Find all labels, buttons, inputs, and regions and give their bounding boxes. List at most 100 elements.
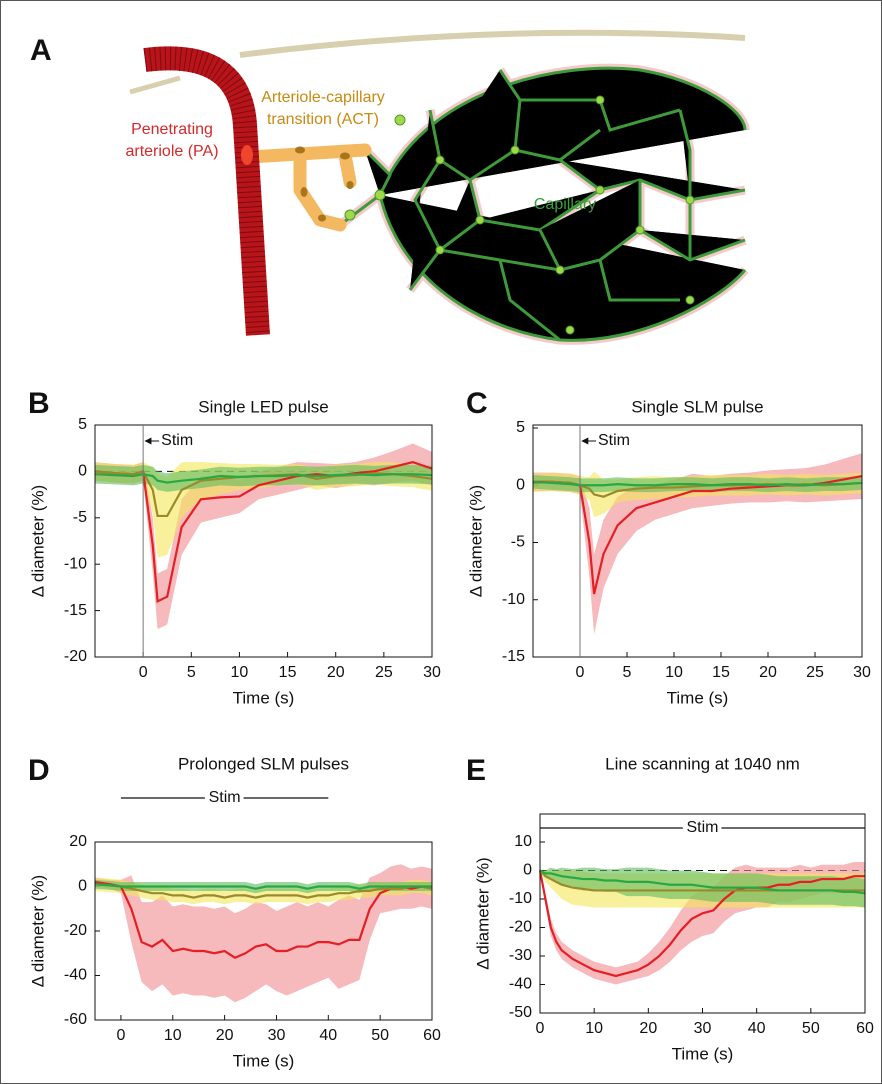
panel-letter: D <box>28 754 50 787</box>
x-tick-label: 30 <box>423 664 441 681</box>
error-band <box>540 867 865 908</box>
panel-letter: E <box>466 754 486 787</box>
mean-line <box>539 869 866 895</box>
x-tick-label: 10 <box>665 664 683 681</box>
y-tick-label: 0 <box>78 463 87 480</box>
y-tick-label: -40 <box>64 967 87 984</box>
mean-line <box>538 870 865 978</box>
y-tick-label: -20 <box>64 922 87 939</box>
x-tick-label: 5 <box>187 664 196 681</box>
panel-a-diagram: A Penetrating arteriole (PA) Arteriole-c… <box>30 29 746 341</box>
y-tick-label: 0 <box>78 878 87 895</box>
x-tick-label: 0 <box>576 664 585 681</box>
y-axis-label: Δ diameter (%) <box>28 485 47 597</box>
x-tick-label: 50 <box>802 1020 820 1037</box>
act-vessel <box>243 143 372 232</box>
pericyte-dots <box>344 95 695 335</box>
brain-surface <box>239 29 746 58</box>
y-axis-label: Δ diameter (%) <box>466 485 485 597</box>
y-tick-label: 5 <box>78 416 87 433</box>
y-axis-label: Δ diameter (%) <box>473 857 492 969</box>
y-tick-label: -20 <box>64 648 87 665</box>
y-tick-label: -10 <box>502 591 525 608</box>
x-tick-label: 0 <box>139 664 148 681</box>
stim-label: Stim <box>687 819 719 836</box>
y-tick-label: -20 <box>509 919 532 936</box>
pa-label: Penetrating <box>131 121 213 138</box>
pa-branch-point <box>241 145 253 165</box>
act-label: Arteriole-capillary <box>261 89 385 106</box>
stim-label: Stim <box>598 432 630 449</box>
x-axis-label: Time (s) <box>233 1051 295 1070</box>
mean-line <box>94 460 433 604</box>
x-tick-label: 20 <box>216 1027 234 1044</box>
mean-line <box>532 480 863 487</box>
panel-letter: B <box>28 387 50 420</box>
x-tick-label: 40 <box>319 1027 337 1044</box>
mean-line <box>94 473 433 484</box>
x-tick-label: 25 <box>806 664 824 681</box>
error-band <box>95 464 432 492</box>
y-tick-label: 0 <box>523 862 532 879</box>
brain-surface <box>129 75 181 95</box>
x-tick-label: 30 <box>853 664 871 681</box>
x-tick-label: 0 <box>536 1020 545 1037</box>
y-tick-label: 10 <box>514 833 532 850</box>
mean-line <box>94 883 433 899</box>
x-tick-label: 40 <box>748 1020 766 1037</box>
y-tick-label: 0 <box>516 476 525 493</box>
chart-title: Single SLM pulse <box>631 397 763 416</box>
x-tick-label: 60 <box>856 1020 874 1037</box>
y-tick-label: 20 <box>69 833 87 850</box>
x-tick-label: 15 <box>712 664 730 681</box>
chart-title: Line scanning at 1040 nm <box>605 754 800 773</box>
act-cells <box>295 146 354 222</box>
y-tick-label: -15 <box>64 602 87 619</box>
chart-title: Prolonged SLM pulses <box>178 754 349 773</box>
stim-label: Stim <box>161 432 193 449</box>
error-band <box>533 453 862 635</box>
plot-frame <box>94 424 433 658</box>
panel-letter: A <box>30 34 52 67</box>
y-tick-label: -10 <box>64 555 87 572</box>
y-tick-label: -60 <box>64 1011 87 1028</box>
pa-label: arteriole (PA) <box>125 143 218 160</box>
plot-frame <box>94 841 433 1021</box>
chart-title: Single LED pulse <box>198 397 328 416</box>
y-tick-label: -5 <box>73 509 87 526</box>
act-label: transition (ACT) <box>267 111 379 128</box>
x-tick-label: 5 <box>623 664 632 681</box>
mean-line <box>94 883 432 890</box>
x-tick-label: 50 <box>371 1027 389 1044</box>
y-tick-label: -30 <box>509 947 532 964</box>
penetrating-arteriole <box>143 46 270 336</box>
y-tick-label: -40 <box>509 976 532 993</box>
x-tick-label: 15 <box>279 664 297 681</box>
capillary-label: Capillary <box>534 196 596 213</box>
x-tick-label: 10 <box>164 1027 182 1044</box>
mean-line <box>94 880 433 959</box>
x-tick-label: 10 <box>585 1020 603 1037</box>
x-tick-label: 0 <box>116 1027 125 1044</box>
x-axis-label: Time (s) <box>667 688 729 707</box>
y-tick-label: -15 <box>502 648 525 665</box>
y-tick-label: -10 <box>509 890 532 907</box>
arteriole-rings <box>143 46 270 336</box>
x-tick-label: 20 <box>639 1020 657 1037</box>
x-tick-label: 20 <box>327 664 345 681</box>
x-axis-label: Time (s) <box>233 688 295 707</box>
x-tick-label: 10 <box>231 664 249 681</box>
plot-frame <box>539 813 866 1014</box>
x-tick-label: 30 <box>694 1020 712 1037</box>
stim-label: Stim <box>209 789 241 806</box>
y-tick-label: 5 <box>516 419 525 436</box>
y-tick-label: -5 <box>511 534 525 551</box>
x-tick-label: 60 <box>423 1027 441 1044</box>
y-axis-label: Δ diameter (%) <box>28 875 47 987</box>
x-tick-label: 20 <box>759 664 777 681</box>
plot-frame <box>532 424 863 658</box>
panel-letter: C <box>466 387 488 420</box>
x-tick-label: 30 <box>268 1027 286 1044</box>
